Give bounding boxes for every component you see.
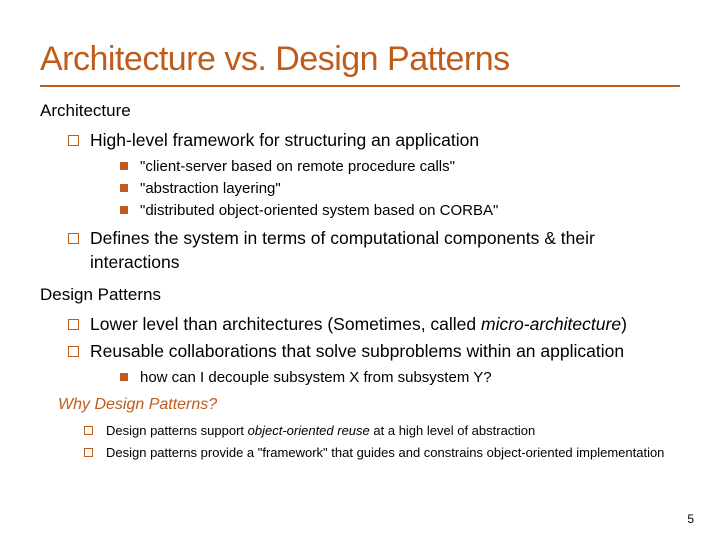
- why-support-lead: Design patterns support: [106, 423, 248, 438]
- dp-reusable-text: Reusable collaborations that solve subpr…: [90, 341, 624, 361]
- dp-lower-ital: micro-architecture: [481, 314, 621, 334]
- dp-sub-decouple: how can I decouple subsystem X from subs…: [120, 368, 680, 388]
- dp-reusable-sublist: how can I decouple subsystem X from subs…: [90, 368, 680, 388]
- dp-lower-tail: ): [621, 314, 627, 334]
- arch-item-framework: High-level framework for structuring an …: [68, 129, 680, 221]
- why-item-support: Design patterns support object-oriented …: [84, 422, 680, 440]
- section-design-patterns-heading: Design Patterns: [40, 285, 680, 305]
- section-why-heading: Why Design Patterns?: [58, 396, 680, 414]
- arch-sub-corba: "distributed object-oriented system base…: [120, 201, 680, 221]
- why-list: Design patterns support object-oriented …: [40, 422, 680, 462]
- arch-item-defines: Defines the system in terms of computati…: [68, 227, 680, 274]
- arch-sub-client-server: "client-server based on remote procedure…: [120, 157, 680, 177]
- why-support-tail: at a high level of abstraction: [370, 423, 536, 438]
- dp-lower-lead: Lower level than architectures (Sometime…: [90, 314, 481, 334]
- section-architecture-heading: Architecture: [40, 101, 680, 121]
- design-patterns-list: Lower level than architectures (Sometime…: [40, 313, 680, 389]
- arch-sub-abstraction: "abstraction layering": [120, 179, 680, 199]
- why-support-ital: object-oriented reuse: [248, 423, 370, 438]
- page-number: 5: [687, 512, 694, 526]
- dp-item-reusable: Reusable collaborations that solve subpr…: [68, 340, 680, 388]
- arch-framework-sublist: "client-server based on remote procedure…: [90, 157, 680, 222]
- architecture-list: High-level framework for structuring an …: [40, 129, 680, 275]
- title-underline: [40, 85, 680, 87]
- slide-title: Architecture vs. Design Patterns: [40, 40, 680, 79]
- arch-item-framework-lead: High-level framework for: [90, 130, 285, 150]
- arch-item-framework-tail: an application: [366, 130, 479, 150]
- why-item-framework: Design patterns provide a "framework" th…: [84, 444, 680, 462]
- dp-item-lower-level: Lower level than architectures (Sometime…: [68, 313, 680, 337]
- arch-item-framework-mid: structuring: [285, 130, 367, 150]
